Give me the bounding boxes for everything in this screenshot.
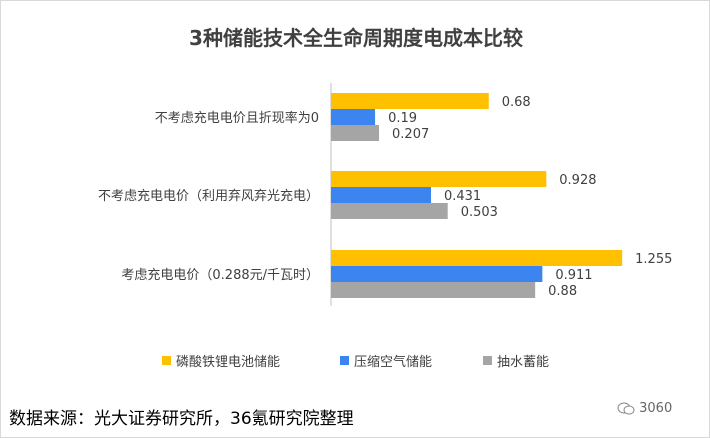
data-label: 0.911 bbox=[555, 268, 592, 283]
legend-swatch bbox=[162, 356, 171, 365]
category-labels: 不考虑充电电价且折现率为0 不考虑充电电价（利用弃风弃光充电） 考虑充电电价（0.2… bbox=[98, 110, 319, 283]
bar bbox=[331, 187, 431, 203]
legend-label: 压缩空气储能 bbox=[354, 354, 432, 370]
data-label: 0.68 bbox=[502, 95, 531, 110]
watermark: 3060 bbox=[617, 401, 672, 416]
bars bbox=[331, 93, 623, 298]
bar bbox=[331, 282, 536, 298]
category-label: 不考虑充电电价且折现率为0 bbox=[155, 110, 319, 126]
category-label: 考虑充电电价（0.288元/千瓦时） bbox=[121, 267, 319, 283]
bar bbox=[331, 171, 547, 187]
legend-label: 磷酸铁锂电池储能 bbox=[176, 355, 280, 370]
data-label: 0.88 bbox=[548, 284, 577, 299]
source-note: 数据来源：光大证券研究所，36氪研究院整理 bbox=[9, 409, 354, 429]
wechat-icon bbox=[617, 402, 635, 415]
category-label: 不考虑充电电价（利用弃风弃光充电） bbox=[98, 188, 319, 204]
data-label: 1.255 bbox=[635, 252, 672, 267]
bar bbox=[331, 125, 380, 141]
data-label: 0.207 bbox=[392, 127, 429, 142]
data-label: 0.928 bbox=[559, 173, 596, 188]
chart-title: 3种储能技术全生命周期度电成本比较 bbox=[189, 26, 523, 50]
bar bbox=[331, 203, 448, 219]
legend-label: 抽水蓄能 bbox=[497, 355, 549, 370]
bar bbox=[331, 93, 489, 109]
data-label: 0.19 bbox=[388, 111, 417, 126]
bar bbox=[331, 266, 543, 282]
legend: 磷酸铁锂电池储能 压缩空气储能 抽水蓄能 bbox=[162, 354, 549, 370]
data-label: 0.431 bbox=[444, 189, 481, 204]
watermark-text: 3060 bbox=[639, 401, 673, 416]
bar bbox=[331, 250, 623, 266]
legend-swatch bbox=[340, 356, 349, 365]
bar bbox=[331, 109, 376, 125]
legend-swatch bbox=[483, 356, 492, 365]
data-label: 0.503 bbox=[461, 205, 498, 220]
